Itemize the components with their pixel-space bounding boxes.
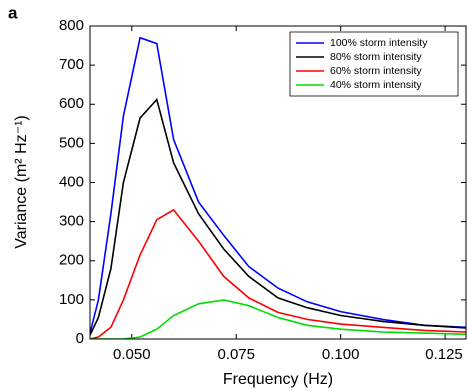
y-tick-label: 200 [59, 252, 84, 269]
legend-label: 100% storm intensity [330, 37, 428, 49]
y-tick-label: 700 [59, 56, 84, 73]
x-axis-label: Frequency (Hz) [223, 371, 333, 388]
y-axis-label: Variance (m² Hz⁻¹) [13, 115, 30, 249]
x-tick-label: 0.075 [217, 346, 255, 363]
y-tick-label: 600 [59, 95, 84, 112]
line [90, 208, 466, 339]
line [90, 299, 466, 339]
plot-frame [89, 25, 467, 340]
legend-label: 80% storm intensity [330, 51, 422, 63]
line [90, 36, 466, 334]
y-tick-label: 500 [59, 134, 84, 151]
y-tick-label: 800 [59, 17, 84, 34]
legend-label: 60% storm intensity [330, 65, 422, 77]
line [90, 97, 466, 336]
y-tick-label: 100 [59, 291, 84, 308]
y-tick-label: 300 [59, 213, 84, 230]
panel-label: a [8, 3, 18, 22]
y-tick-label: 0 [76, 330, 84, 347]
legend-label: 40% storm intensity [330, 79, 422, 91]
y-tick-label: 400 [59, 173, 84, 190]
x-tick-label: 0.050 [113, 346, 151, 363]
x-tick-label: 0.125 [425, 346, 463, 363]
x-tick-label: 0.100 [322, 346, 360, 363]
